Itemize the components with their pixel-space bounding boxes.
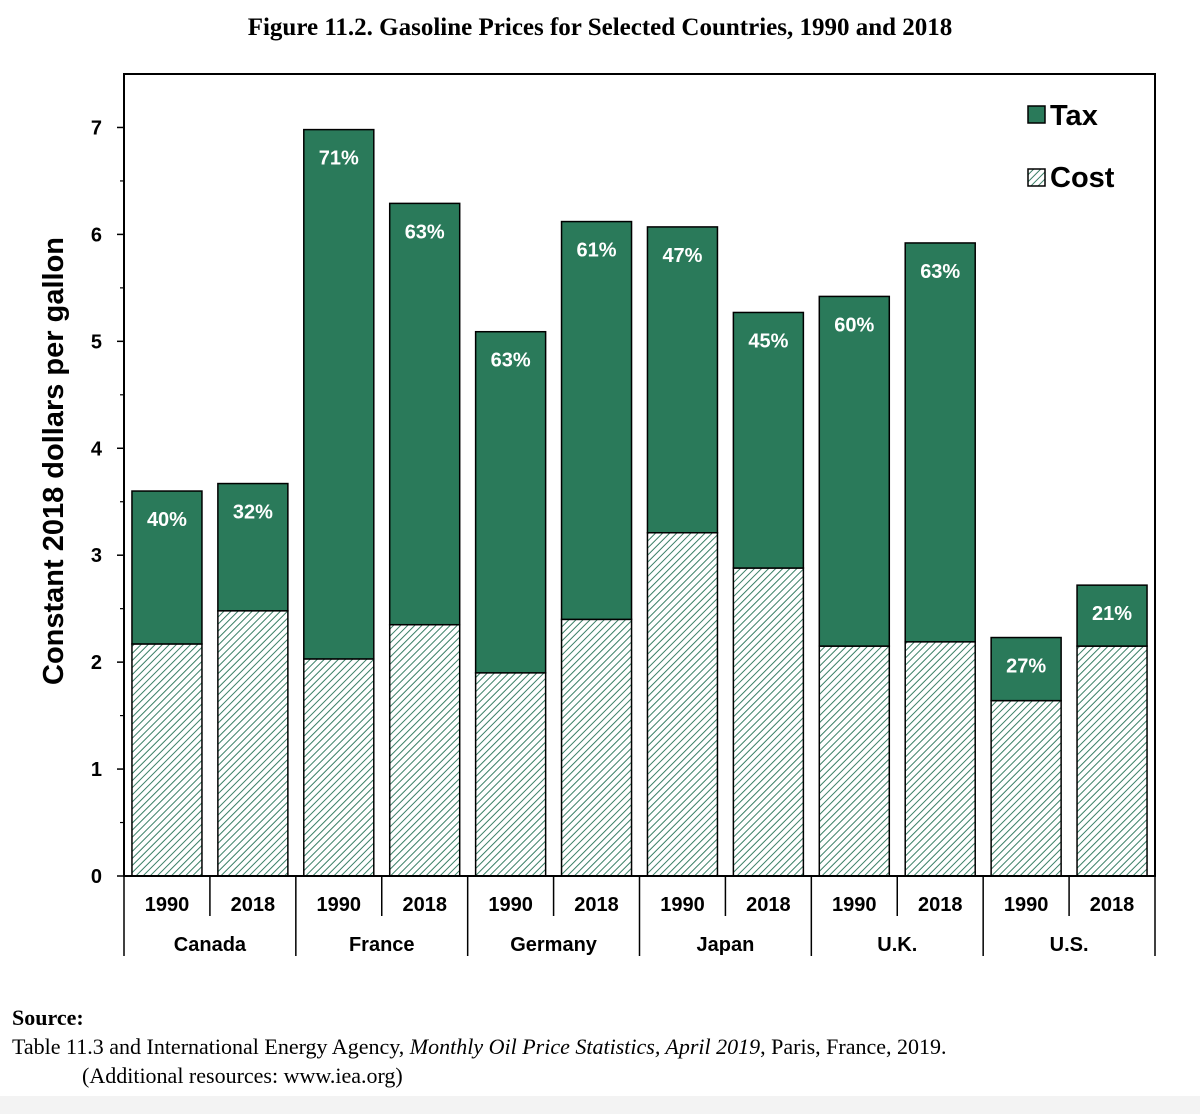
- bars-layer: 40% 32% 71% 63% 63% 61% 47% 45% 60% 63% 27% 21%: [131, 128, 1148, 877]
- x-group-label: Canada: [174, 934, 247, 956]
- tax-bar: [646, 226, 719, 534]
- tax-share-label: 45%: [748, 330, 788, 352]
- x-year-label: 1990: [660, 894, 705, 916]
- x-axis: 1990 2018 1990 2018 1990 2018 1990 2018 1990 2018…: [123, 876, 1156, 956]
- legend: Tax Cost: [1027, 100, 1115, 194]
- y-tick-label: 4: [91, 438, 103, 460]
- y-tick-label: 3: [91, 545, 102, 567]
- x-group-label: Japan: [697, 934, 755, 956]
- tax-share-label: 21%: [1092, 603, 1132, 625]
- y-tick-label: 0: [91, 866, 102, 888]
- tax-share-label: 40%: [147, 509, 187, 531]
- legend-tax-swatch: [1027, 105, 1046, 124]
- tax-share-label: 47%: [662, 245, 702, 267]
- x-year-label: 1990: [1004, 894, 1049, 916]
- legend-cost-swatch: [1027, 168, 1046, 187]
- y-tick-label: 2: [91, 652, 102, 674]
- tax-share-label: 32%: [233, 502, 273, 524]
- tax-bar: [818, 295, 891, 647]
- x-year-label: 2018: [231, 894, 276, 916]
- source-suffix: , Paris, France, 2019.: [760, 1034, 947, 1059]
- figure-title: Figure 11.2. Gasoline Prices for Selecte…: [247, 14, 953, 41]
- cost-bar: [818, 645, 891, 877]
- cost-bar: [904, 641, 976, 877]
- tax-bar: [560, 220, 633, 621]
- cost-bar: [560, 618, 633, 877]
- cost-bar: [732, 567, 805, 877]
- tax-share-label: 61%: [577, 240, 617, 262]
- source-publication: Monthly Oil Price Statistics, April 2019: [409, 1034, 761, 1059]
- x-group-label: France: [349, 934, 415, 956]
- cost-bar: [303, 658, 375, 877]
- cost-bar: [646, 531, 719, 877]
- source-prefix: Table 11.3 and International Energy Agen…: [12, 1034, 410, 1059]
- tax-share-label: 60%: [834, 314, 874, 336]
- tax-bar: [388, 202, 461, 626]
- tax-share-label: 27%: [1006, 656, 1046, 678]
- cost-bar: [1076, 645, 1148, 877]
- source-line-1: Table 11.3 and International Energy Agen…: [12, 1032, 947, 1061]
- tax-share-label: 63%: [920, 261, 960, 283]
- cost-bar: [131, 643, 203, 877]
- cost-bar: [990, 699, 1062, 877]
- y-tick-label: 7: [91, 117, 102, 139]
- tax-bar: [732, 311, 805, 569]
- x-year-label: 2018: [574, 894, 619, 916]
- x-year-label: 2018: [918, 894, 963, 916]
- x-year-label: 2018: [1090, 894, 1135, 916]
- x-year-label: 2018: [746, 894, 791, 916]
- cost-bar: [474, 672, 547, 877]
- x-year-label: 1990: [832, 894, 877, 916]
- x-year-label: 1990: [145, 894, 190, 916]
- x-year-label: 1990: [488, 894, 533, 916]
- tax-share-label: 71%: [319, 148, 359, 170]
- x-group-label: U.K.: [877, 934, 917, 956]
- tax-bar: [131, 490, 203, 645]
- x-group-label: U.S.: [1050, 934, 1089, 956]
- tax-bar: [904, 242, 976, 643]
- legend-tax-label: Tax: [1050, 100, 1098, 132]
- tax-share-label: 63%: [405, 221, 445, 243]
- tax-bar: [303, 128, 375, 660]
- y-axis-title: Constant 2018 dollars per gallon: [38, 237, 70, 685]
- y-tick-label: 6: [91, 224, 102, 246]
- x-group-label: Germany: [510, 934, 598, 956]
- source-block: Source: Table 11.3 and International Ene…: [12, 1003, 947, 1090]
- cost-bar: [388, 623, 461, 877]
- tax-bar: [474, 330, 547, 674]
- y-tick-label: 1: [91, 759, 102, 781]
- bottom-strip: [0, 1096, 1200, 1114]
- x-year-label: 1990: [317, 894, 362, 916]
- y-tick-label: 5: [91, 331, 102, 353]
- source-line-2: (Additional resources: www.iea.org): [82, 1063, 403, 1088]
- tax-bar: [1076, 584, 1148, 647]
- tax-bar: [217, 482, 289, 612]
- stacked-bar-chart: 40% 32% 71% 63% 63% 61% 47% 45% 60% 63% 27% 21% 0 1 2…: [38, 73, 1156, 956]
- legend-cost-label: Cost: [1050, 162, 1115, 194]
- cost-bar: [217, 610, 289, 877]
- source-heading: Source:: [12, 1005, 84, 1030]
- tax-bar: [990, 636, 1062, 702]
- x-year-label: 2018: [402, 894, 447, 916]
- y-axis: 0 1 2 3 4 5 6 7: [91, 117, 124, 888]
- tax-share-label: 63%: [491, 350, 531, 372]
